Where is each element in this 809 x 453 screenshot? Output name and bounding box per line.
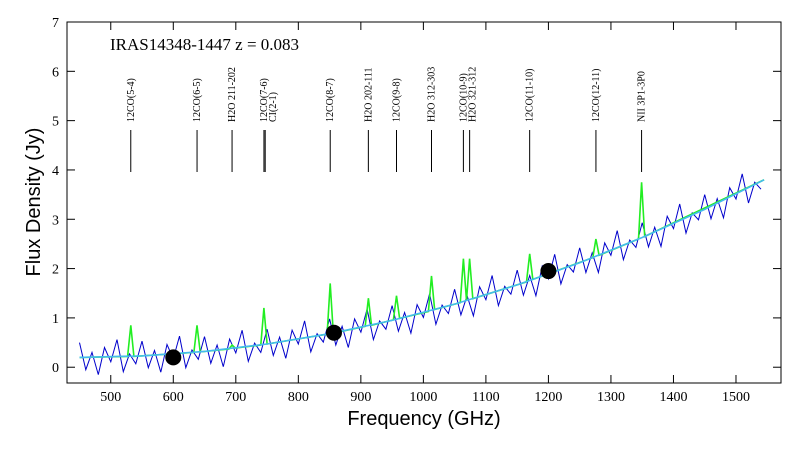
x-axis-label: Frequency (GHz) — [347, 408, 500, 430]
line-label: 12CO(12-11) — [591, 68, 602, 122]
y-tick-label: 6 — [52, 65, 59, 80]
line-label: 12CO(6-5) — [192, 78, 203, 122]
line-label: 12CO(5-4) — [126, 78, 137, 122]
y-axis-label: Flux Density (Jy) — [23, 128, 45, 277]
photometry-point — [540, 263, 557, 280]
x-tick-label: 500 — [100, 390, 121, 405]
spectrum-line — [79, 179, 765, 359]
line-label: 12CO(10-9) — [458, 73, 469, 122]
line-label: CI(2-1) — [268, 92, 279, 122]
x-tick-label: 1000 — [409, 390, 437, 405]
x-tick-label: 800 — [288, 390, 309, 405]
line-label: H2O 312-303 — [427, 67, 438, 122]
line-label: 12CO(11-10) — [525, 68, 536, 122]
x-tick-label: 1300 — [597, 390, 625, 405]
photometry-point — [165, 349, 182, 366]
line-label: H2O 211-202 — [227, 67, 238, 122]
line-label: 12CO(9-8) — [391, 78, 402, 122]
x-tick-label: 700 — [225, 390, 246, 405]
y-tick-label: 2 — [52, 263, 59, 278]
line-label: H2O 321-312 — [467, 67, 478, 122]
x-tick-label: 1100 — [472, 390, 499, 405]
x-tick-label: 1200 — [534, 390, 562, 405]
y-tick-label: 0 — [52, 361, 59, 376]
x-tick-label: 1400 — [659, 390, 687, 405]
y-tick-label: 3 — [52, 213, 59, 228]
y-tick-label: 1 — [52, 312, 59, 327]
line-label: 12CO(8-7) — [325, 78, 336, 122]
plot-frame — [66, 21, 782, 384]
spectrum-line — [79, 179, 765, 359]
line-label: NII 3P1-3P0 — [637, 71, 648, 122]
y-tick-label: 5 — [52, 115, 59, 130]
y-tick-label: 7 — [52, 16, 59, 31]
x-tick-label: 1500 — [722, 390, 750, 405]
chart-title: IRAS14348-1447 z = 0.083 — [110, 35, 299, 54]
photometry-point — [325, 324, 342, 341]
line-label: H2O 202-111 — [363, 67, 374, 122]
y-tick-label: 4 — [52, 164, 59, 179]
x-tick-label: 900 — [350, 390, 371, 405]
line-label: 12CO(7-6) — [259, 78, 270, 122]
spectrum-line — [79, 173, 762, 375]
x-tick-label: 600 — [163, 390, 184, 405]
